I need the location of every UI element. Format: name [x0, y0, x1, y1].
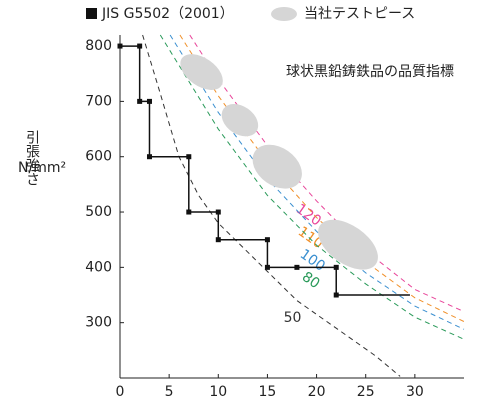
step-marker [333, 292, 339, 298]
test-piece [252, 144, 302, 189]
step-marker [137, 98, 143, 104]
quality-curve [159, 34, 465, 340]
y-tick-label: 600 [85, 149, 112, 165]
x-tick-label: 5 [165, 384, 174, 400]
x-tick-label: 0 [116, 384, 125, 400]
step-marker [215, 237, 221, 243]
test-piece [318, 219, 378, 270]
y-tick-label: 400 [85, 259, 112, 275]
y-tick-label: 500 [85, 204, 112, 220]
quality-curve [179, 34, 465, 323]
legend-label: 当社テストピース [304, 6, 415, 22]
y-tick-label: 300 [85, 315, 112, 331]
y-tick-label: 700 [85, 93, 112, 109]
step-marker [146, 154, 152, 160]
curve-label: 50 [284, 310, 302, 326]
step-marker [215, 209, 221, 215]
legend-label: JIS G5502（2001） [101, 6, 234, 22]
step-marker [146, 98, 152, 104]
legend-swatch [271, 7, 297, 21]
step-marker [264, 264, 270, 270]
x-tick-label: 10 [209, 384, 227, 400]
step-marker [137, 43, 143, 49]
x-tick-label: 25 [357, 384, 375, 400]
x-tick-label: 30 [406, 384, 424, 400]
x-tick-label: 20 [308, 384, 326, 400]
step-marker [264, 237, 270, 243]
step-marker [186, 209, 192, 215]
quality-curve [189, 34, 465, 313]
test-piece [180, 54, 223, 90]
quality-curve [142, 34, 401, 377]
step-marker [294, 264, 300, 270]
quality-curve [169, 34, 465, 330]
x-tick-label: 15 [259, 384, 277, 400]
legend-swatch [86, 8, 97, 19]
step-marker [117, 43, 123, 49]
step-marker [333, 264, 339, 270]
test-piece [221, 103, 259, 137]
y-tick-label: 800 [85, 38, 112, 54]
chart-title: 球状黒鉛鋳鉄品の品質指標 [286, 63, 454, 80]
y-axis-label: 引張強さ [24, 130, 40, 186]
y-axis-unit: N/mm² [18, 160, 66, 176]
step-marker [186, 154, 192, 160]
